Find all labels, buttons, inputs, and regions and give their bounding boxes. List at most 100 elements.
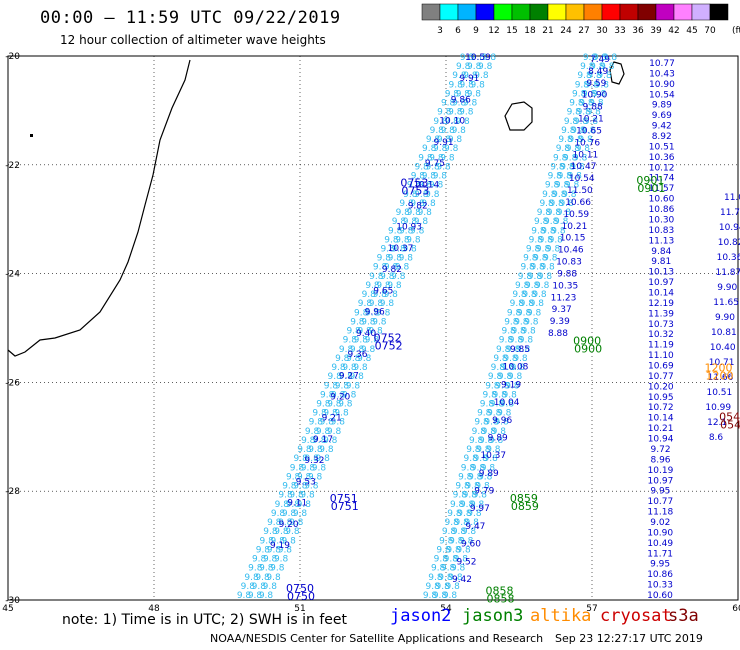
track-2-fill: 9.8	[519, 336, 534, 346]
track-2-fill: 9.8	[445, 518, 460, 528]
altimeter-tracks: 9.89.89.89.89.89.89.89.89.89.89.89.89.89…	[237, 53, 740, 601]
pass-time-label: 0858	[487, 593, 515, 606]
track-2-fill: 9.8	[448, 573, 463, 583]
track-4-swh-value: 11.19	[648, 341, 674, 351]
track-2-fill: 9.8	[539, 235, 554, 245]
track-2-fill: 9.8	[517, 308, 532, 318]
track-1-fill: 9.8	[278, 491, 293, 501]
track-1-fill: 9.8	[309, 418, 324, 428]
track-1-fill: 9.8	[474, 71, 489, 81]
track-4-swh-value: 10.21	[648, 424, 674, 434]
track-2-fill: 9.8	[577, 71, 592, 81]
track-3-swh-value: 9.88	[557, 269, 577, 279]
track-1-fill: 9.8	[418, 153, 433, 163]
track-2-fill: 9.8	[538, 272, 553, 282]
track-2-fill: 9.8	[443, 591, 458, 601]
track-1-fill: 9.8	[402, 244, 417, 254]
track-2-fill: 9.8	[507, 308, 522, 318]
track-1-fill: 9.8	[437, 135, 452, 145]
track-1-fill: 9.8	[320, 390, 335, 400]
track-3-swh-value: 10.47	[571, 162, 597, 172]
track-2-fill: 9.8	[444, 555, 459, 565]
track-1-fill: 9.8	[293, 482, 308, 492]
track-5-swh-value: 11.66	[708, 373, 734, 383]
track-2-fill: 9.8	[603, 53, 618, 63]
track-1-fill: 9.8	[308, 445, 323, 455]
track-1-fill: 9.8	[304, 482, 319, 492]
track-2-fill: 9.8	[584, 117, 599, 127]
track-1-fill: 9.8	[294, 454, 309, 464]
track-1-fill: 9.8	[316, 427, 331, 437]
track-2-fill: 9.8	[569, 99, 584, 109]
track-2-fill: 9.8	[478, 472, 493, 482]
track-5-swh-value: 9.90	[715, 313, 735, 323]
track-1-swh-value: 9.20	[279, 520, 299, 530]
track-3-swh-value: 10.11	[573, 150, 599, 160]
track-2-fill: 9.8	[535, 281, 550, 291]
track-2-fill: 9.8	[436, 545, 451, 555]
track-2-fill: 9.8	[461, 463, 476, 473]
track-2-fill: 9.8	[491, 363, 506, 373]
track-3-swh-value: 10.90	[582, 91, 608, 101]
track-1-fill: 9.8	[357, 327, 372, 337]
track-2-fill: 9.8	[453, 491, 468, 501]
track-2-fill: 9.8	[438, 573, 453, 583]
track-2-fill: 9.8	[442, 527, 457, 537]
track-5-swh-value: 8.6	[709, 433, 724, 443]
pass-time-label: 1200	[705, 362, 733, 375]
track-2-fill: 9.8	[487, 409, 502, 419]
track-2-fill: 9.8	[555, 181, 570, 191]
track-2-fill: 9.8	[559, 199, 574, 209]
legend-item-s3a: s3a	[668, 606, 699, 626]
track-1-fill: 9.8	[350, 345, 365, 355]
track-2-fill: 9.8	[568, 172, 583, 182]
track-1-fill: 9.8	[369, 299, 384, 309]
track-1-fill: 9.8	[346, 327, 361, 337]
pass-time-label: 0859	[510, 492, 538, 505]
track-1-fill: 9.8	[316, 454, 331, 464]
track-1-fill: 9.8	[305, 454, 320, 464]
track-1-fill: 9.8	[410, 226, 425, 236]
track-2-fill: 9.8	[497, 409, 512, 419]
track-1-fill: 9.8	[369, 272, 384, 282]
track-2-fill: 9.8	[509, 336, 524, 346]
track-2-fill: 9.8	[501, 327, 516, 337]
track-1-fill: 9.8	[323, 409, 338, 419]
track-2-swh-value: 9.19	[501, 380, 521, 390]
track-1-fill: 9.8	[459, 108, 474, 118]
track-2-fill: 9.8	[484, 454, 499, 464]
track-1-fill: 9.8	[418, 208, 433, 218]
track-1-fill: 9.8	[452, 126, 467, 136]
track-1-fill: 9.8	[399, 226, 414, 236]
track-1-fill: 9.8	[312, 436, 327, 446]
track-2-fill: 9.8	[508, 372, 523, 382]
track-2-fill: 9.8	[570, 162, 585, 172]
track-1-fill: 9.8	[403, 190, 418, 200]
reunion-island	[504, 101, 533, 131]
track-1-fill: 9.8	[358, 299, 373, 309]
track-2-swh-value: 9.47	[465, 522, 485, 532]
track-1-swh-value: 9.75	[425, 159, 445, 169]
track-4-swh-value: 9.02	[650, 518, 670, 528]
track-1-fill: 9.8	[293, 509, 308, 519]
track-2-fill: 9.8	[530, 263, 545, 273]
track-1-fill: 9.8	[430, 126, 445, 136]
track-2-fill: 9.8	[537, 208, 552, 218]
track-3-swh-value: 8.88	[548, 329, 568, 339]
track-2-fill: 9.8	[527, 308, 542, 318]
small-island	[30, 134, 33, 137]
track-2-fill: 9.8	[486, 445, 501, 455]
track-4-swh-value: 10.49	[647, 539, 673, 549]
track-1-fill: 9.8	[384, 263, 399, 273]
track-1-swh-value: 9.20	[330, 392, 350, 402]
track-2-fill: 9.8	[520, 263, 535, 273]
track-4-swh-value: 10.90	[647, 528, 673, 538]
track-1-fill: 9.8	[267, 518, 282, 528]
track-2-fill: 9.8	[531, 226, 546, 236]
track-1-fill: 9.8	[252, 582, 267, 592]
track-2-fill: 9.8	[560, 162, 575, 172]
track-2-fill: 9.8	[512, 290, 527, 300]
track-2-fill: 9.8	[558, 172, 573, 182]
